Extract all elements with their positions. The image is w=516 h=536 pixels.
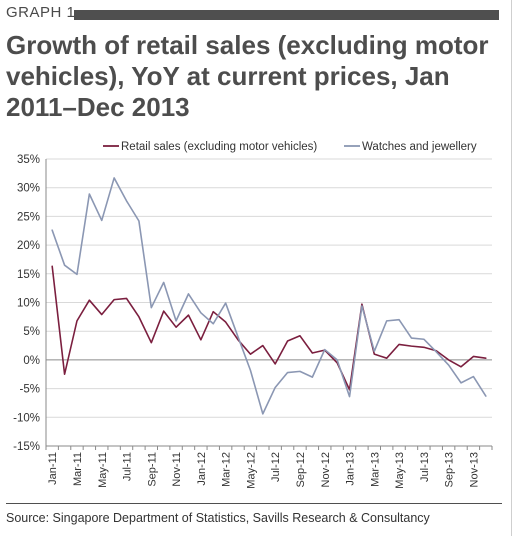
x-tick-label: May-12 [245, 452, 257, 489]
y-tick-label: -15% [13, 441, 40, 453]
y-axis: -15% -10% -5% 0% 5% 10% 15% 20% 25% 30% 35% [13, 154, 47, 453]
x-tick-label: Nov-12 [320, 452, 332, 487]
header-rule [74, 10, 499, 20]
series-lines [51, 177, 487, 415]
y-tick-label: 5% [23, 326, 40, 338]
y-tick-label: 15% [17, 269, 40, 281]
frame-edge [511, 0, 512, 536]
x-tick-label: Nov-11 [171, 452, 183, 487]
source-rule [6, 503, 502, 504]
x-tick-label: Jul-13 [419, 452, 431, 482]
legend: Retail sales (excluding motor vehicles) W… [103, 141, 477, 153]
y-tick-label: -10% [13, 412, 40, 424]
x-tick-label: Sep-13 [444, 452, 456, 487]
chart-title: Growth of retail sales (excluding motor … [6, 30, 489, 122]
x-tick-label: Mar-13 [369, 452, 381, 487]
x-tick-label: Mar-11 [72, 452, 84, 486]
y-tick-label: 25% [17, 211, 40, 223]
legend-item-retail-sales-label: Retail sales (excluding motor vehicles) [121, 141, 317, 153]
x-tick-label: Nov-13 [468, 452, 480, 487]
series-line-watches-jewellery [51, 177, 487, 415]
y-tick-label: 20% [17, 240, 40, 252]
y-tick-label: 35% [17, 154, 40, 166]
source-note: Source: Singapore Department of Statisti… [6, 511, 430, 525]
x-tick-label: Jul-11 [122, 452, 134, 481]
x-tick-label: May-11 [97, 452, 109, 488]
y-tick-label: 0% [23, 355, 40, 367]
y-tick-label: 10% [17, 298, 40, 310]
x-tick-label: Jan-11 [47, 452, 59, 485]
legend-item-watches-jewellery-label: Watches and jewellery [362, 141, 477, 153]
y-tick-label: 30% [17, 183, 40, 195]
line-chart: -15% -10% -5% 0% 5% 10% 15% 20% 25% 30% 35% Jan-11… [13, 141, 493, 489]
grid-lines [46, 158, 492, 447]
x-tick-label: Jan-12 [196, 452, 208, 486]
x-tick-label: Sep-11 [146, 452, 158, 487]
series-line-retail-sales [51, 265, 487, 391]
x-tick-label: May-13 [394, 452, 406, 489]
x-tick-label: Sep-12 [295, 452, 307, 487]
x-tick-label: Jan-13 [345, 452, 357, 486]
x-tick-label: Jul-12 [270, 452, 282, 482]
x-axis: Jan-11 Mar-11 May-11 Jul-11 Sep-11 Nov-11 Jan-… [45, 445, 493, 489]
x-tick-label: Mar-12 [221, 452, 233, 487]
y-tick-label: -5% [20, 384, 40, 396]
graph-label: GRAPH 1 [6, 4, 76, 21]
